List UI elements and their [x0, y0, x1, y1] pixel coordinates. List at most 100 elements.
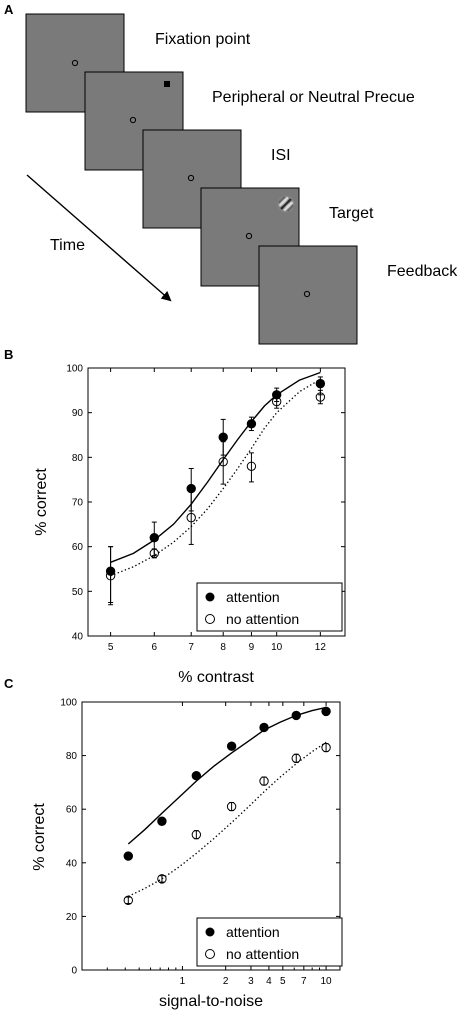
legend-attention-label: attention — [226, 589, 280, 605]
data-point-no-attention — [218, 457, 228, 467]
x-tick-label: 8 — [220, 642, 226, 653]
y-tick-label: 80 — [66, 751, 78, 762]
legend-no-attention-label: no attention — [226, 611, 299, 627]
stage-label-fixation: Fixation point — [155, 31, 251, 48]
y-tick-label: 60 — [72, 542, 84, 553]
y-tick-label: 50 — [72, 587, 84, 598]
x-axis-title: signal-to-noise — [159, 993, 263, 1010]
x-tick-label: 7 — [301, 976, 307, 987]
fixation-point-icon — [187, 174, 195, 182]
y-axis-title: % correct — [31, 803, 48, 871]
chart-contrast: 5 6 7 8 9 10 12 40 50 60 70 80 90 100 % contrast % co… — [33, 364, 346, 686]
data-point-attention — [246, 419, 257, 429]
y-axis-title: % correct — [33, 468, 50, 536]
x-tick-label: 4 — [266, 976, 272, 987]
axis-ticks: 5 6 7 8 9 10 12 40 50 60 70 80 90 100 — [66, 364, 345, 653]
data-point-attention — [191, 771, 202, 781]
stage-label-precue: Peripheral or Neutral Precue — [212, 89, 415, 106]
y-tick-label: 40 — [72, 632, 84, 643]
y-tick-label: 0 — [71, 966, 77, 977]
data-point-attention — [186, 483, 196, 494]
x-tick-label: 10 — [321, 976, 333, 987]
x-tick-label: 2 — [223, 976, 229, 987]
stage-label-feedback: Feedback — [387, 263, 458, 280]
data-point-attention — [157, 816, 167, 826]
y-tick-label: 90 — [72, 408, 84, 419]
data-point-attention — [321, 706, 331, 717]
time-arrow — [26, 174, 172, 302]
legend: attention no attention — [196, 582, 343, 632]
y-tick-label: 40 — [66, 858, 78, 869]
data-point-no-attention — [105, 571, 116, 581]
fit-curves — [127, 706, 327, 897]
panel-b-label: B — [4, 347, 13, 362]
data-point-no-attention — [226, 801, 237, 812]
plot-frame — [81, 701, 341, 971]
legend-no-attention-label: no attention — [226, 946, 299, 962]
y-tick-label: 70 — [72, 498, 84, 509]
x-tick-label: 1 — [180, 976, 186, 987]
stage-label-target: Target — [329, 205, 374, 222]
data-point-no-attention — [246, 461, 257, 471]
data-point-attention — [149, 533, 159, 543]
x-axis-title: % contrast — [178, 669, 254, 686]
data-point-no-attention — [191, 829, 202, 840]
y-tick-label: 100 — [66, 364, 83, 375]
stage-screen-5 — [258, 245, 358, 345]
x-tick-label: 9 — [249, 642, 255, 653]
fixation-point-icon — [303, 290, 311, 298]
error-bars — [108, 376, 323, 606]
data-point-no-attention — [149, 548, 159, 559]
data-points — [123, 706, 331, 906]
data-point-attention — [226, 741, 237, 751]
fixation-point-icon — [129, 116, 137, 124]
data-point-attention — [291, 710, 301, 721]
fixation-point-icon — [245, 232, 253, 240]
error-bars — [125, 743, 329, 905]
data-point-attention — [271, 390, 282, 400]
gabor-target-icon — [277, 195, 295, 213]
data-point-no-attention — [259, 776, 269, 786]
data-point-attention — [123, 851, 133, 861]
legend-attention-marker — [205, 592, 215, 602]
fit-curves — [110, 371, 321, 577]
data-point-attention — [259, 722, 269, 733]
time-label: Time — [50, 237, 85, 254]
legend-box — [196, 582, 343, 632]
data-point-attention — [218, 432, 228, 442]
x-tick-label: 3 — [248, 976, 254, 987]
data-point-no-attention — [291, 753, 301, 763]
y-tick-label: 80 — [72, 453, 84, 464]
x-tick-label: 10 — [271, 642, 283, 653]
precue-square-icon — [164, 81, 170, 87]
x-tick-label: 5 — [280, 976, 286, 987]
legend-no-attention-marker — [205, 949, 215, 959]
panel-c-label: C — [4, 676, 14, 691]
data-point-no-attention — [157, 874, 167, 884]
x-tick-label: 12 — [315, 642, 327, 653]
fit-curve-no-attention — [110, 378, 321, 577]
x-tick-label: 5 — [108, 642, 114, 653]
fixation-point-icon — [71, 59, 79, 67]
panel-a-label: A — [4, 2, 14, 17]
data-points — [105, 378, 326, 581]
y-tick-label: 20 — [66, 912, 78, 923]
stage-label-isi: ISI — [271, 147, 291, 164]
legend-no-attention-marker — [205, 614, 215, 624]
legend-attention-marker — [205, 927, 215, 937]
legend-attention-label: attention — [226, 924, 280, 940]
x-tick-label: 6 — [151, 642, 157, 653]
data-point-no-attention — [271, 396, 282, 407]
y-tick-label: 100 — [60, 698, 77, 709]
legend: attention no attention — [196, 917, 343, 967]
data-point-attention — [315, 378, 326, 389]
legend-box — [196, 917, 343, 967]
y-tick-label: 60 — [66, 805, 78, 816]
trial-sequence-diagram: Fixation point Peripheral or Neutral Pre… — [25, 13, 458, 345]
data-point-no-attention — [186, 512, 196, 523]
x-tick-label: 7 — [188, 642, 194, 653]
data-point-no-attention — [321, 742, 331, 753]
